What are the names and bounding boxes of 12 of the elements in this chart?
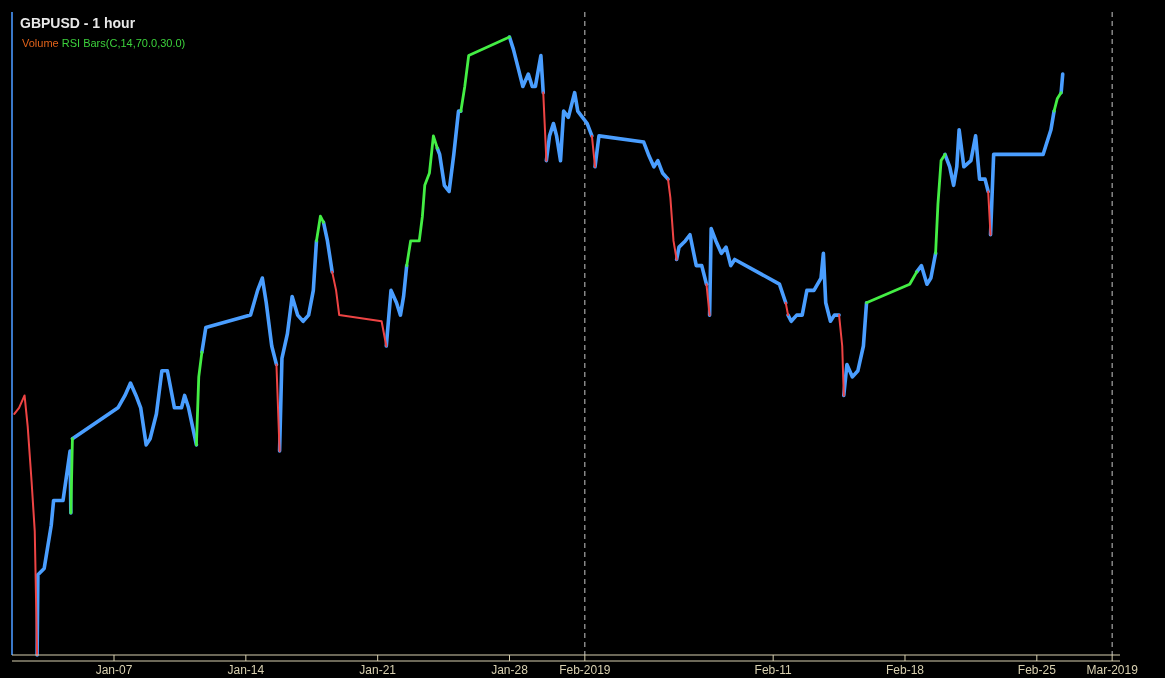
x-tick-label: Jan-14 [227,663,265,677]
x-tick-label: Feb-18 [885,663,925,677]
x-tick-label: Jan-21 [359,663,397,677]
chart-title: GBPUSD - 1 hour [20,15,136,31]
x-tick-label: Feb-2019 [559,663,611,677]
annotation: Volume [22,37,59,49]
annotation: RSI Bars(C,14,70.0,30.0) [58,37,186,49]
x-tick-label: Jan-07 [95,663,133,677]
x-tick-label: Feb-11 [754,663,793,677]
x-tick-label: Feb-25 [1017,663,1057,677]
x-tick-label: Mar-2019 [1086,663,1139,677]
x-tick-label: Jan-28 [491,663,529,677]
